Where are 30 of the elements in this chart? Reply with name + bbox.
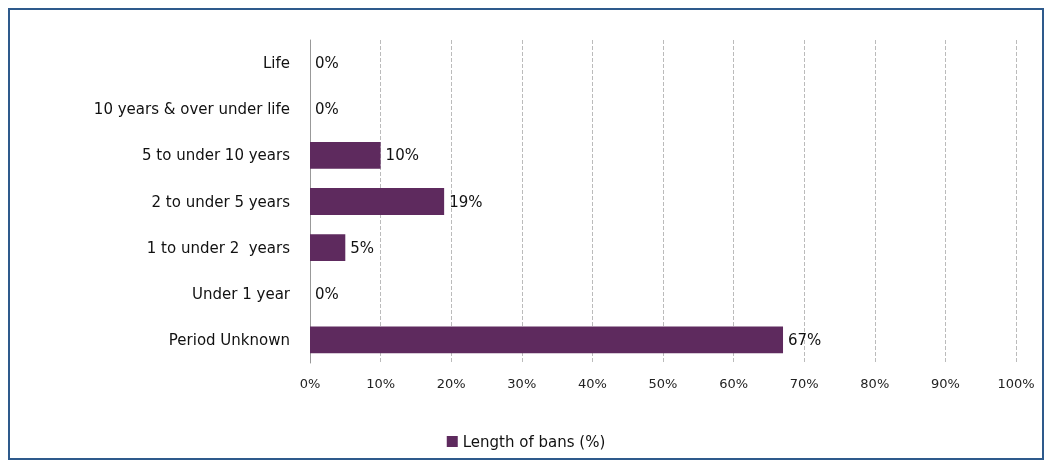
bar	[310, 234, 346, 262]
x-tick-label: 30%	[507, 376, 537, 391]
y-tick-label: Period Unknown	[168, 330, 290, 349]
bar	[310, 141, 381, 169]
y-tick-label: 5 to under 10 years	[142, 146, 291, 165]
y-tick-label: 10 years & over under life	[93, 100, 290, 119]
y-tick-label: Life	[262, 54, 290, 73]
data-label: 0%	[315, 100, 339, 119]
bar	[310, 326, 784, 354]
y-tick-label: 1 to under 2 years	[146, 238, 291, 257]
data-label: 67%	[788, 330, 822, 349]
data-label: 5%	[350, 238, 375, 257]
x-tick-label: 10%	[366, 376, 396, 391]
x-tick-label: 40%	[577, 376, 607, 391]
y-tick-label: 2 to under 5 years	[151, 192, 291, 211]
x-tick-label: 90%	[930, 376, 960, 391]
data-label: 0%	[315, 284, 339, 303]
data-label: 0%	[315, 54, 339, 73]
x-tick-label: 70%	[789, 376, 819, 391]
x-tick-label: 50%	[648, 376, 678, 391]
data-label: 10%	[385, 146, 419, 165]
x-tick-label: 60%	[719, 376, 749, 391]
x-tick-label: 100%	[997, 376, 1035, 391]
bar	[310, 188, 445, 215]
data-label: 19%	[449, 192, 483, 211]
legend-label: Length of bans (%)	[462, 432, 606, 451]
y-tick-label: Under 1 year	[192, 284, 291, 303]
x-tick-label: 0%	[299, 376, 321, 391]
x-tick-label: 80%	[860, 376, 890, 391]
x-tick-label: 20%	[436, 376, 466, 391]
